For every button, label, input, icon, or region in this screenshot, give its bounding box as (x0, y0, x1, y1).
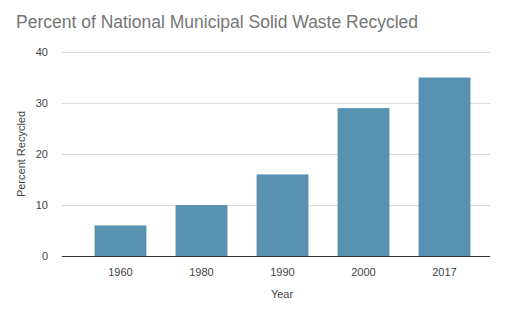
grid-line (62, 256, 490, 257)
bar (419, 78, 471, 257)
y-axis-title: Percent Recycled (15, 111, 27, 197)
x-tick-label: 1990 (270, 266, 294, 278)
x-tick-label: 1980 (189, 266, 213, 278)
grid-line (62, 52, 490, 53)
y-tick-label: 10 (36, 199, 48, 211)
y-tick-label: 20 (36, 148, 48, 160)
bars (95, 78, 471, 257)
x-tick-label: 1960 (108, 266, 132, 278)
bar (95, 225, 147, 256)
bar (176, 205, 228, 256)
title: Percent of National Municipal Solid Wast… (16, 12, 418, 32)
chart: Percent of National Municipal Solid Wast… (0, 0, 512, 317)
x-tick-label: 2017 (432, 266, 456, 278)
bar (257, 174, 309, 256)
y-tick-label: 30 (36, 97, 48, 109)
axis-line (62, 256, 490, 257)
x-tick-label: 2000 (351, 266, 375, 278)
y-tick-label: 0 (42, 250, 48, 262)
bar (338, 108, 390, 256)
x-axis-title: Year (271, 288, 294, 300)
y-tick-label: 40 (36, 46, 48, 58)
